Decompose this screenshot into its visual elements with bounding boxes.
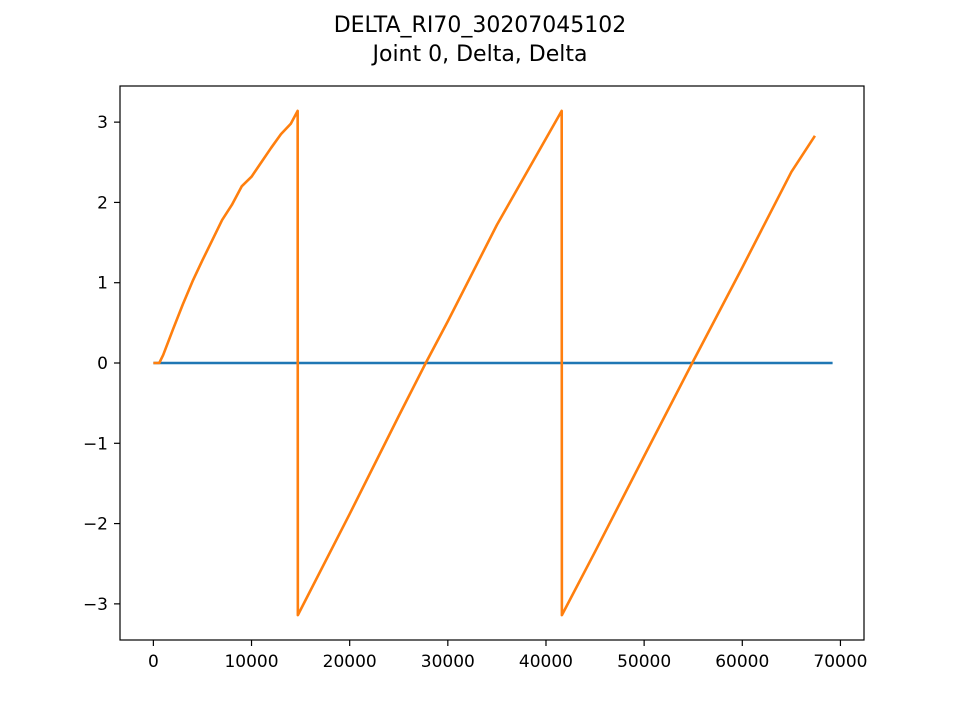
x-tick-label: 20000: [323, 652, 377, 672]
y-tick-label: −1: [83, 434, 108, 454]
y-tick-label: 2: [97, 193, 108, 213]
y-tick-label: −3: [83, 595, 108, 615]
x-tick-label: 70000: [813, 652, 867, 672]
series-layer: [153, 109, 833, 617]
x-tick-label: 30000: [421, 652, 475, 672]
y-tick-label: 1: [97, 274, 108, 294]
x-tick-label: 60000: [715, 652, 769, 672]
x-tick-label: 10000: [224, 652, 278, 672]
chart-subtitle: Joint 0, Delta, Delta: [371, 42, 588, 67]
y-tick-label: 0: [97, 354, 108, 374]
plot-frame: [119, 85, 865, 641]
series-line-1: [153, 109, 817, 617]
chart-title: DELTA_RI70_30207045102: [334, 13, 627, 38]
x-tick-label: 50000: [617, 652, 671, 672]
y-tick-label: 3: [97, 113, 108, 133]
x-tick-label: 0: [148, 652, 159, 672]
x-tick-label: 40000: [519, 652, 573, 672]
tick-layer: 0 10000 20000 30000 40000 50000 60000 70000 3 2 1 0…: [83, 113, 868, 672]
y-tick-label: −2: [83, 515, 108, 535]
